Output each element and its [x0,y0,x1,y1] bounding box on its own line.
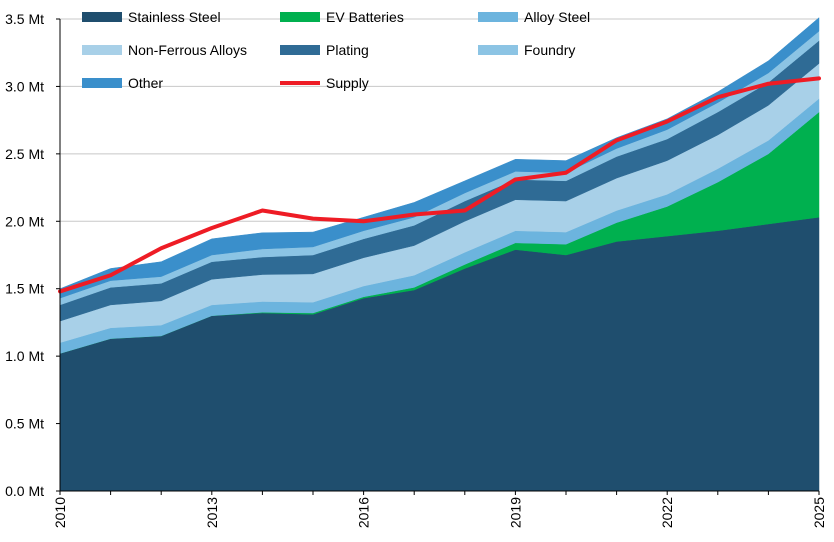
y-tick-label: 1.0 Mt [5,348,44,364]
legend-swatch [82,78,122,88]
y-tick-label: 0.0 Mt [5,483,44,499]
legend-label: Alloy Steel [524,9,590,25]
y-tick-label: 0.5 Mt [5,416,44,432]
legend-label: Supply [326,75,369,91]
legend-label: Plating [326,42,369,58]
legend-swatch [82,12,122,22]
legend-swatch [478,45,518,55]
y-tick-label: 3.0 Mt [5,78,44,94]
supply-line-layer [58,76,821,294]
legend-label: EV Batteries [326,9,404,25]
x-tick-label: 2025 [811,497,827,528]
x-tick-label: 2022 [659,497,675,528]
x-tick-label: 2013 [204,497,220,528]
legend-swatch [280,12,320,22]
legend-swatch [280,45,320,55]
axes: 0.0 Mt 0.5 Mt 1.0 Mt 1.5 Mt 2.0 Mt 2.5 Mt 3.0 … [5,11,827,528]
legend: Stainless Steel EV Batteries Alloy Steel No… [82,9,590,91]
y-tick-label: 3.5 Mt [5,11,44,27]
legend-item-non-ferrous-alloys: Non-Ferrous Alloys [82,42,247,58]
area-other [59,17,820,299]
legend-label: Other [128,75,163,91]
legend-item-alloy-steel: Alloy Steel [478,9,590,25]
line-supply [58,76,821,294]
legend-item-foundry: Foundry [478,42,575,58]
legend-label: Non-Ferrous Alloys [128,42,247,58]
legend-item-stainless-steel: Stainless Steel [82,9,221,25]
legend-item-plating: Plating [280,42,369,58]
y-tick-label: 1.5 Mt [5,281,44,297]
legend-item-ev-batteries: EV Batteries [280,9,404,25]
y-tick-label: 2.0 Mt [5,213,44,229]
y-tick-label: 2.5 Mt [5,146,44,162]
legend-item-other: Other [82,75,163,91]
legend-label: Foundry [524,42,575,58]
stacked-areas [59,17,820,492]
legend-item-supply: Supply [280,75,369,91]
legend-label: Stainless Steel [128,9,221,25]
x-tick-label: 2016 [356,497,372,528]
legend-swatch [478,12,518,22]
x-tick-label: 2019 [507,497,523,528]
legend-swatch [82,45,122,55]
x-tick-label: 2010 [52,497,68,528]
